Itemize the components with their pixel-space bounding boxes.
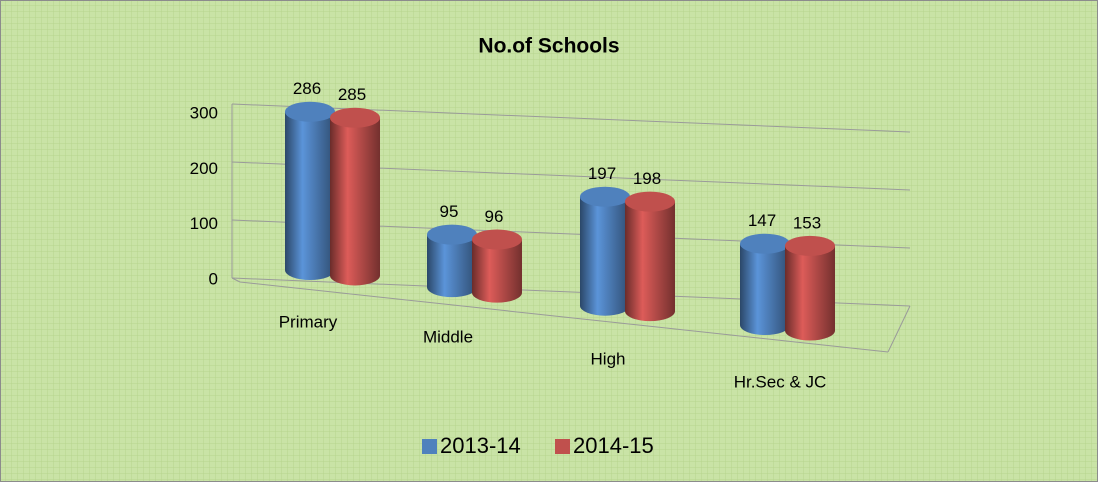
cylinder-top bbox=[472, 229, 522, 250]
y-tick-label: 0 bbox=[209, 269, 218, 288]
x-tick-label: Hr.Sec & JC bbox=[734, 372, 827, 391]
data-label: 95 bbox=[440, 202, 459, 221]
cylinder bbox=[580, 196, 630, 316]
data-label: 197 bbox=[588, 164, 616, 183]
cylinder-top bbox=[580, 186, 630, 207]
cylinder bbox=[330, 117, 380, 286]
cylinder-top bbox=[285, 101, 335, 122]
cylinder-top bbox=[330, 107, 380, 128]
cylinder bbox=[625, 201, 675, 322]
walls bbox=[231, 104, 911, 353]
cylinder-top bbox=[785, 235, 835, 256]
data-label: 198 bbox=[633, 169, 661, 188]
cylinder-top bbox=[625, 191, 675, 212]
cylinder-top bbox=[740, 233, 790, 254]
cylinder-top bbox=[427, 224, 477, 245]
cylinder bbox=[785, 245, 835, 341]
data-label: 96 bbox=[485, 207, 504, 226]
chart-title: No.of Schools bbox=[478, 35, 619, 58]
x-tick-label: Middle bbox=[423, 327, 473, 346]
y-tick-label: 300 bbox=[190, 103, 218, 122]
legend-label: 2013-14 bbox=[440, 433, 521, 458]
legend-swatch bbox=[422, 439, 437, 454]
legend-swatch bbox=[555, 439, 570, 454]
data-label: 286 bbox=[293, 79, 321, 98]
x-tick-label: Primary bbox=[279, 312, 338, 331]
cylinder bbox=[427, 234, 477, 298]
x-tick-label: High bbox=[591, 349, 626, 368]
legend-label: 2014-15 bbox=[573, 433, 654, 458]
y-tick-label: 100 bbox=[190, 214, 218, 233]
data-label: 285 bbox=[338, 85, 366, 104]
data-label: 147 bbox=[748, 211, 776, 230]
cylinder bbox=[740, 243, 790, 336]
cylinder bbox=[285, 111, 335, 280]
y-tick-label: 200 bbox=[190, 159, 218, 178]
data-label: 153 bbox=[793, 213, 821, 232]
cylinder bbox=[471, 239, 522, 303]
